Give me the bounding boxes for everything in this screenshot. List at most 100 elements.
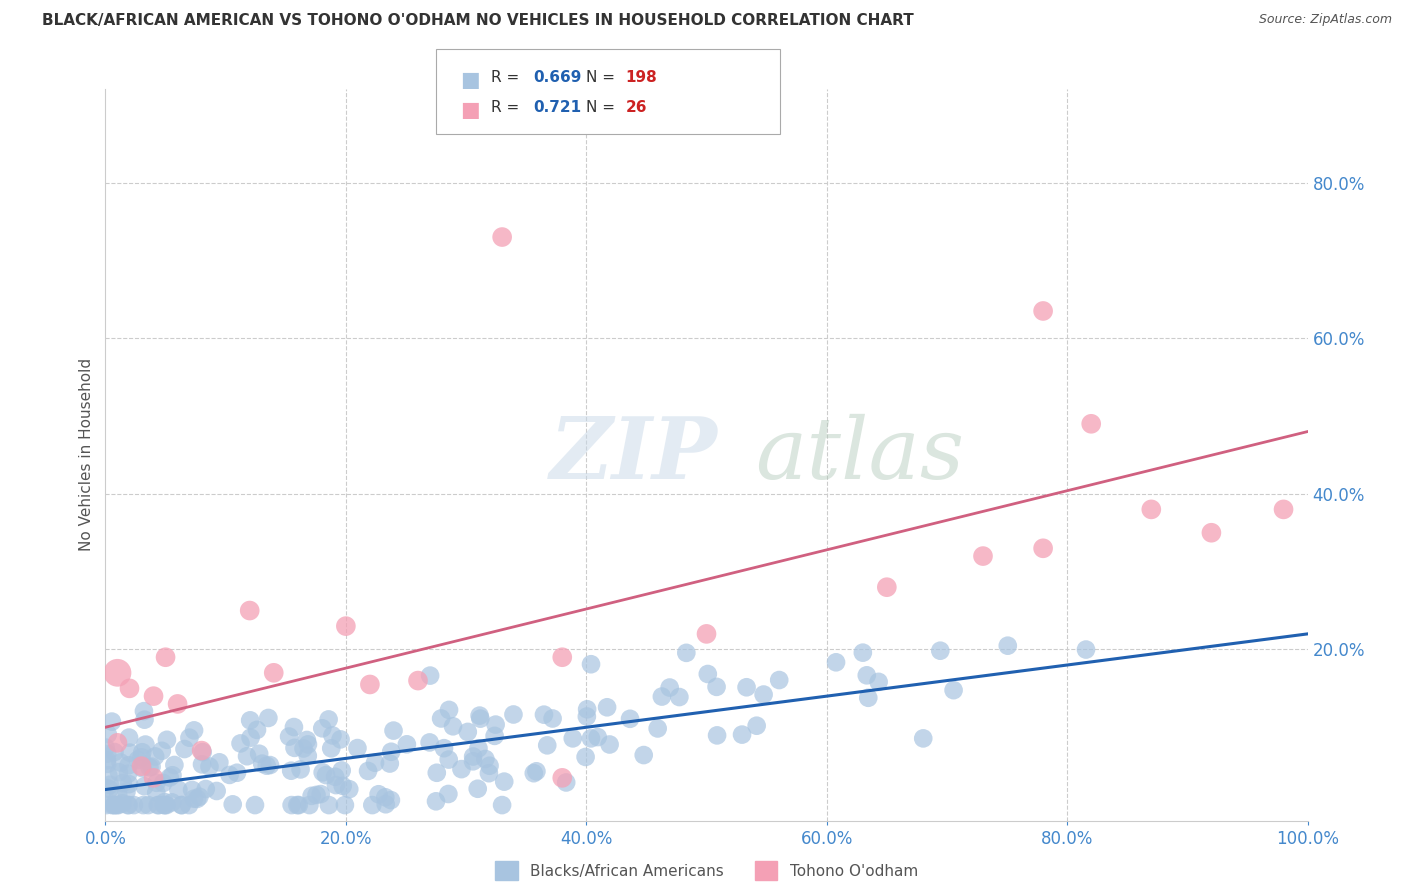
Point — [1032, 304, 1054, 318]
Point — [115, 785, 138, 799]
Point — [222, 797, 245, 812]
Text: atlas: atlas — [755, 414, 963, 496]
Point — [868, 674, 890, 689]
Point — [170, 798, 193, 813]
Point — [111, 776, 134, 790]
Point — [364, 756, 387, 770]
Point — [96, 753, 118, 767]
Text: 26: 26 — [626, 100, 647, 115]
Point — [457, 725, 479, 739]
Point — [541, 711, 564, 725]
Point — [333, 798, 356, 813]
Point — [463, 749, 485, 764]
Point — [131, 750, 153, 764]
Point — [103, 798, 125, 813]
Point — [437, 753, 460, 767]
Point — [425, 794, 447, 808]
Point — [256, 758, 278, 772]
Point — [586, 730, 609, 744]
Point — [735, 680, 758, 694]
Point — [94, 740, 117, 755]
Text: ■: ■ — [460, 70, 479, 89]
Point — [484, 729, 506, 743]
Point — [111, 797, 134, 811]
Point — [357, 764, 380, 778]
Text: R =: R = — [491, 70, 524, 85]
Point — [163, 758, 186, 772]
Point — [1140, 502, 1163, 516]
Legend: Blacks/African Americans, Tohono O'odham: Blacks/African Americans, Tohono O'odham — [489, 855, 924, 886]
Point — [160, 796, 183, 810]
Point — [706, 680, 728, 694]
Point — [332, 779, 354, 793]
Point — [122, 798, 145, 813]
Point — [280, 798, 302, 813]
Point — [290, 763, 312, 777]
Point — [380, 793, 402, 807]
Point — [108, 765, 131, 780]
Point — [523, 766, 546, 780]
Point — [103, 798, 125, 813]
Point — [491, 230, 513, 244]
Point — [494, 774, 516, 789]
Point — [280, 764, 302, 778]
Point — [450, 762, 472, 776]
Point — [107, 665, 129, 680]
Point — [651, 690, 673, 704]
Point — [706, 728, 728, 742]
Point — [561, 731, 583, 746]
Point — [430, 711, 453, 725]
Point — [292, 741, 315, 756]
Point — [491, 798, 513, 813]
Point — [378, 756, 401, 771]
Point — [382, 723, 405, 738]
Point — [98, 778, 121, 792]
Point — [579, 657, 602, 672]
Point — [426, 765, 449, 780]
Point — [183, 723, 205, 738]
Point — [229, 736, 252, 750]
Point — [1272, 502, 1295, 516]
Point — [288, 798, 311, 813]
Point — [315, 768, 337, 782]
Point — [467, 741, 489, 756]
Point — [437, 703, 460, 717]
Point — [132, 798, 155, 813]
Point — [170, 798, 193, 813]
Point — [485, 717, 508, 731]
Point — [321, 728, 343, 742]
Point — [325, 778, 347, 792]
Point — [752, 688, 775, 702]
Point — [243, 798, 266, 813]
Point — [768, 673, 790, 687]
Point — [997, 639, 1019, 653]
Point — [138, 760, 160, 774]
Point — [167, 782, 190, 797]
Point — [103, 745, 125, 759]
Point — [117, 798, 139, 813]
Point — [855, 668, 877, 682]
Point — [406, 673, 429, 688]
Point — [551, 771, 574, 785]
Point — [311, 765, 333, 780]
Point — [155, 798, 177, 813]
Point — [173, 742, 195, 756]
Point — [101, 714, 124, 729]
Point — [239, 603, 262, 617]
Point — [110, 756, 132, 770]
Point — [134, 713, 156, 727]
Point — [668, 690, 690, 704]
Point — [1074, 642, 1097, 657]
Point — [633, 747, 655, 762]
Point — [96, 798, 118, 813]
Point — [858, 690, 880, 705]
Point — [536, 739, 558, 753]
Point — [825, 655, 848, 669]
Point — [283, 720, 305, 734]
Point — [658, 681, 681, 695]
Point — [395, 737, 418, 751]
Point — [526, 764, 548, 779]
Point — [298, 798, 321, 813]
Point — [555, 775, 578, 789]
Point — [675, 646, 697, 660]
